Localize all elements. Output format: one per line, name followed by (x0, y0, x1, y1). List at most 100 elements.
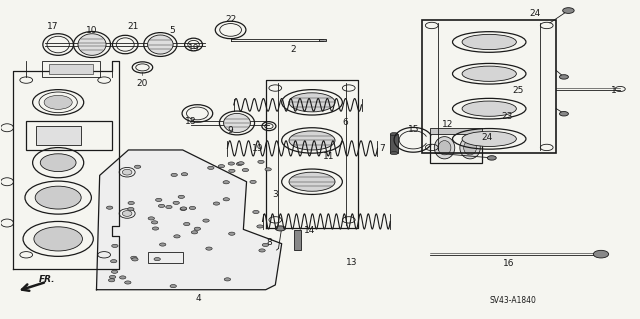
Circle shape (152, 227, 159, 230)
Circle shape (206, 247, 212, 250)
Text: SV43-A1840: SV43-A1840 (490, 296, 536, 305)
Circle shape (180, 207, 186, 211)
Text: 17: 17 (47, 22, 59, 31)
Text: 6: 6 (342, 118, 348, 128)
Ellipse shape (148, 35, 173, 54)
Circle shape (180, 207, 187, 210)
Text: 3: 3 (273, 190, 278, 199)
Bar (294, 230, 301, 250)
Circle shape (178, 195, 184, 198)
Circle shape (189, 206, 196, 210)
Ellipse shape (438, 141, 451, 155)
Text: 9: 9 (228, 126, 234, 135)
Text: 19: 19 (188, 44, 200, 53)
Text: 25: 25 (512, 86, 524, 95)
Bar (26, 122, 113, 150)
Circle shape (253, 211, 259, 214)
Ellipse shape (460, 137, 480, 159)
Circle shape (158, 204, 164, 207)
Circle shape (228, 162, 234, 165)
Circle shape (120, 276, 126, 279)
Circle shape (166, 205, 172, 209)
Circle shape (159, 243, 166, 246)
Circle shape (181, 173, 188, 176)
Bar (422, 20, 556, 153)
Bar (319, 39, 326, 41)
Text: 18: 18 (185, 117, 196, 126)
Circle shape (40, 154, 76, 172)
Circle shape (132, 258, 138, 261)
Ellipse shape (462, 101, 516, 116)
Bar (390, 134, 398, 153)
Circle shape (171, 173, 177, 176)
Circle shape (111, 260, 117, 263)
Circle shape (35, 186, 81, 209)
Ellipse shape (462, 34, 516, 50)
Circle shape (223, 181, 229, 184)
Circle shape (257, 225, 263, 228)
Bar (430, 128, 482, 134)
Circle shape (111, 270, 118, 273)
Text: 8: 8 (266, 238, 272, 247)
Circle shape (134, 165, 141, 168)
Circle shape (238, 162, 244, 165)
Ellipse shape (462, 66, 516, 81)
Circle shape (207, 166, 214, 169)
Circle shape (559, 112, 568, 116)
Text: 15: 15 (408, 125, 419, 134)
Circle shape (228, 232, 235, 235)
Circle shape (173, 201, 179, 204)
Circle shape (228, 169, 235, 173)
Circle shape (184, 222, 190, 226)
Ellipse shape (289, 93, 335, 112)
Circle shape (559, 75, 568, 79)
Circle shape (154, 257, 161, 261)
Text: 24: 24 (482, 133, 493, 142)
Text: 13: 13 (346, 258, 357, 267)
Circle shape (127, 207, 134, 211)
Text: 14: 14 (303, 226, 315, 235)
Ellipse shape (223, 114, 250, 132)
Text: 23: 23 (501, 112, 513, 121)
Circle shape (194, 227, 200, 230)
Text: 12: 12 (442, 120, 453, 129)
Circle shape (262, 243, 269, 247)
Circle shape (265, 168, 271, 171)
Ellipse shape (390, 132, 398, 136)
Circle shape (191, 231, 198, 234)
Circle shape (224, 278, 230, 281)
Ellipse shape (122, 169, 132, 175)
Text: 24: 24 (529, 9, 541, 18)
Bar (148, 252, 182, 263)
Circle shape (242, 168, 248, 172)
Circle shape (131, 256, 137, 259)
Circle shape (111, 244, 118, 248)
Circle shape (258, 160, 264, 163)
Circle shape (108, 279, 115, 282)
Text: 5: 5 (169, 26, 175, 35)
Circle shape (128, 201, 134, 204)
Circle shape (236, 162, 243, 166)
Text: 1: 1 (611, 86, 616, 95)
Text: 16: 16 (503, 259, 515, 268)
Text: 20: 20 (137, 79, 148, 88)
Text: 22: 22 (225, 15, 236, 24)
Circle shape (44, 95, 72, 109)
Ellipse shape (462, 131, 516, 146)
Circle shape (203, 219, 209, 222)
Text: 4: 4 (196, 294, 202, 303)
Text: 10: 10 (86, 26, 97, 35)
Circle shape (593, 250, 609, 258)
Polygon shape (97, 150, 282, 290)
Circle shape (152, 221, 158, 224)
Circle shape (34, 227, 83, 251)
Bar (430, 132, 482, 163)
Ellipse shape (390, 152, 398, 155)
Ellipse shape (78, 34, 106, 55)
Circle shape (213, 202, 220, 205)
Ellipse shape (435, 137, 455, 159)
Text: 21: 21 (128, 22, 140, 31)
Bar (36, 126, 81, 145)
Text: FR.: FR. (39, 275, 56, 284)
Text: 11: 11 (323, 152, 334, 161)
